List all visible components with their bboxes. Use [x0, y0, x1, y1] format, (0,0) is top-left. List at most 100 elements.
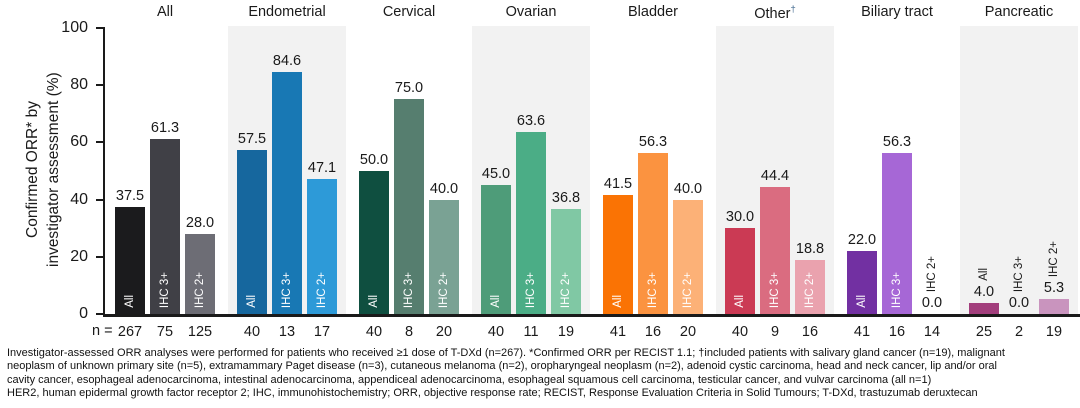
- bar-value-label: 28.0: [185, 215, 215, 231]
- n-value: 75: [156, 324, 174, 340]
- n-value: 25: [975, 324, 993, 340]
- bar-ihc-3: IHC 3+: [882, 153, 912, 314]
- group-n-row: 267 75 125: [104, 314, 226, 345]
- bar-slot: 44.4 IHC 3+: [760, 168, 790, 314]
- bar-all: All: [237, 150, 267, 314]
- n-value: 19: [557, 324, 575, 340]
- group-bars: 50.0 All 75.0 IHC 3+ 40.0 IHC 2+: [348, 80, 470, 314]
- group-title: Cervical: [382, 4, 436, 20]
- bar-value-label: 44.4: [760, 168, 790, 184]
- bar-slot: IHC 3+ 0.0: [1004, 256, 1034, 314]
- bar-category-label: IHC 2+: [682, 271, 694, 308]
- bar-slot: 40.0 IHC 2+: [429, 181, 459, 314]
- n-value: 267: [117, 324, 143, 340]
- group-n-row: 40 8 20: [348, 314, 470, 345]
- bar-value-label: 61.3: [150, 120, 180, 136]
- bar-ihc-2: IHC 2+: [307, 179, 337, 314]
- bar-slot: 30.0 All: [725, 209, 755, 314]
- bar-category-label: All: [490, 295, 502, 308]
- group-title: Pancreatic: [984, 4, 1054, 20]
- group-n-row: 41 16 20: [592, 314, 714, 345]
- bar-all: All: [725, 228, 755, 314]
- group-n-row: 40 11 19: [470, 314, 592, 345]
- n-value: 40: [487, 324, 505, 340]
- bar-value-label: 75.0: [394, 80, 424, 96]
- bar-category-label: IHC 3+: [891, 271, 903, 308]
- bar-ihc-3: IHC 3+: [394, 99, 424, 314]
- footnote-line: neoplasm of unknown primary site (n=5), …: [7, 360, 997, 373]
- chart-groups: All 37.5 All 61.3 IHC 3+ 28.0 IHC 2+ 267 75 125 En…: [104, 0, 1080, 345]
- y-tick-mark: [96, 255, 103, 258]
- bar-slot: 45.0 All: [481, 166, 511, 314]
- bar-category-label: IHC 3+: [769, 271, 781, 308]
- chart-group-pancreatic: Pancreatic All 4.0 IHC 3+ 0.0 IHC 2+ 5.3 25 2 19: [958, 0, 1080, 345]
- bar-ihc-2: IHC 2+: [185, 234, 215, 314]
- bar-category-label: IHC 3+: [1013, 255, 1025, 292]
- y-tick-label: 60: [70, 133, 88, 151]
- bar-ihc-2: IHC 2+: [429, 200, 459, 314]
- y-tick-mark: [96, 84, 103, 87]
- y-axis-title-line1: Confirmed ORR* by: [24, 101, 41, 239]
- y-tick-label: 0: [79, 305, 88, 322]
- bar-slot: All 4.0: [969, 268, 999, 314]
- group-bars: 41.5 All 56.3 IHC 3+ 40.0 IHC 2+: [592, 134, 714, 314]
- bar-value-label: 5.3: [1043, 280, 1065, 296]
- group-plot: 45.0 All 63.6 IHC 3+ 36.8 IHC 2+: [470, 26, 592, 314]
- footnote: Investigator-assessed ORR analyses were …: [7, 347, 1075, 401]
- chart-group-cervical: Cervical 50.0 All 75.0 IHC 3+ 40.0 IHC 2+ 40 8 20: [348, 0, 470, 345]
- bar-value-label: 45.0: [481, 166, 511, 182]
- bar-ihc-3: IHC 3+: [516, 132, 546, 314]
- bar-slot: 75.0 IHC 3+: [394, 80, 424, 314]
- n-value: 17: [313, 324, 331, 340]
- group-n-row: 41 16 14: [836, 314, 958, 345]
- n-value: 11: [523, 324, 539, 340]
- n-value: 40: [365, 324, 383, 340]
- bar-category-label: IHC 3+: [403, 271, 415, 308]
- bar-value-label: 0.0: [921, 295, 943, 311]
- n-value: 13: [278, 324, 296, 340]
- group-bars: All 4.0 IHC 3+ 0.0 IHC 2+ 5.3: [958, 241, 1080, 314]
- bar-value-label: 84.6: [272, 53, 302, 69]
- bar-slot: 41.5 All: [603, 176, 633, 314]
- chart-group-endometrial: Endometrial 57.5 All 84.6 IHC 3+ 47.1 IHC 2+ 40…: [226, 0, 348, 345]
- group-title: Other†: [754, 4, 796, 22]
- n-value: 41: [609, 324, 627, 340]
- bar-ihc-2: IHC 2+: [795, 260, 825, 314]
- n-value: 2: [1014, 324, 1024, 340]
- bar-slot: 57.5 All: [237, 131, 267, 314]
- group-background: [960, 26, 1078, 314]
- y-axis: Confirmed ORR* by investigator assessmen…: [0, 0, 104, 345]
- group-title: Biliary tract: [861, 4, 933, 20]
- bar-value-label: 47.1: [307, 160, 337, 176]
- n-value: 20: [679, 324, 697, 340]
- bar-value-label: 30.0: [725, 209, 755, 225]
- group-title: Ovarian: [505, 4, 557, 20]
- bar-category-label: IHC 3+: [525, 271, 537, 308]
- bar-category-label: All: [856, 295, 868, 308]
- bar-category-label: IHC 2+: [194, 271, 206, 308]
- bar-value-label: 56.3: [638, 134, 668, 150]
- footnote-line: cavity cancer, esophageal adenocarcinoma…: [7, 373, 932, 386]
- y-tick-mark: [96, 141, 103, 144]
- footnote-line: Investigator-assessed ORR analyses were …: [7, 347, 1005, 359]
- bar-all: [969, 303, 999, 314]
- bar-ihc-3: IHC 3+: [638, 153, 668, 314]
- bar-slot: 36.8 IHC 2+: [551, 190, 581, 314]
- y-tick-mark: [96, 27, 103, 29]
- bar-value-label: 40.0: [673, 181, 703, 197]
- bar-all: All: [359, 171, 389, 314]
- y-tick-label: 100: [61, 19, 88, 36]
- bar-value-label: 22.0: [847, 232, 877, 248]
- bar-category-label: IHC 3+: [159, 271, 171, 308]
- bar-value-label: 18.8: [795, 241, 825, 257]
- bar-category-label: All: [124, 295, 136, 308]
- y-axis-line: [103, 27, 105, 316]
- bar-category-label: IHC 2+: [1048, 240, 1060, 277]
- bar-slot: 37.5 All: [115, 188, 145, 314]
- y-axis-title: Confirmed ORR* by investigator assessmen…: [22, 26, 64, 314]
- group-plot: 57.5 All 84.6 IHC 3+ 47.1 IHC 2+: [226, 26, 348, 314]
- n-prefix-label: n =: [92, 323, 113, 339]
- group-n-row: 40 13 17: [226, 314, 348, 345]
- bar-ihc-2: [1039, 299, 1069, 314]
- chart-group-ovarian: Ovarian 45.0 All 63.6 IHC 3+ 36.8 IHC 2+ 40 11 19: [470, 0, 592, 345]
